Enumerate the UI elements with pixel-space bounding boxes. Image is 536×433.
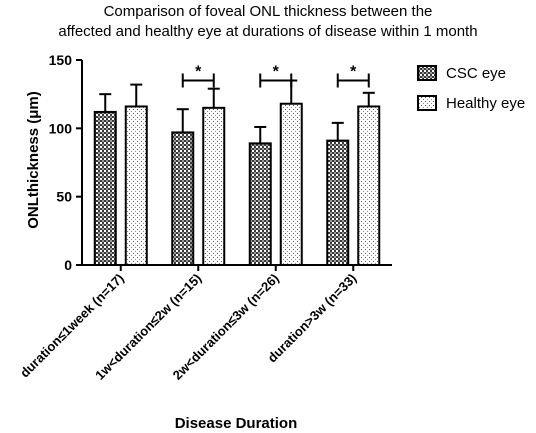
significance-label: * (273, 64, 280, 81)
bar-healthy-eye (357, 105, 381, 267)
legend-swatch (417, 95, 437, 111)
legend-swatch (417, 65, 437, 81)
chart-title-line-1: Comparison of foveal ONL thickness betwe… (104, 3, 433, 20)
legend-label: Healthy eye (446, 95, 525, 112)
x-axis-label: Disease Duration (175, 415, 298, 432)
bar-csc-eye (93, 110, 117, 266)
bar-csc-eye (248, 142, 272, 266)
bar-csc-eye (326, 139, 350, 266)
significance-label: * (350, 64, 357, 81)
bar-csc-eye (171, 131, 195, 266)
bar-healthy-eye (279, 102, 303, 266)
significance-label: * (195, 64, 202, 81)
bar-healthy-eye (124, 105, 148, 267)
chart-title-line-2: affected and healthy eye at durations of… (58, 23, 477, 40)
legend: CSC eye Healthy eye (417, 65, 525, 112)
y-tick-label: 100 (49, 120, 73, 136)
bar-healthy-eye (202, 106, 226, 267)
y-axis-label: ONLthickness (μm) (25, 91, 42, 229)
y-tick-label: 0 (64, 257, 72, 273)
y-tick-label: 150 (49, 52, 73, 68)
x-tick-label: duration>3w (n=33) (264, 271, 359, 366)
legend-label: CSC eye (446, 65, 506, 82)
y-tick-label: 50 (56, 189, 72, 205)
